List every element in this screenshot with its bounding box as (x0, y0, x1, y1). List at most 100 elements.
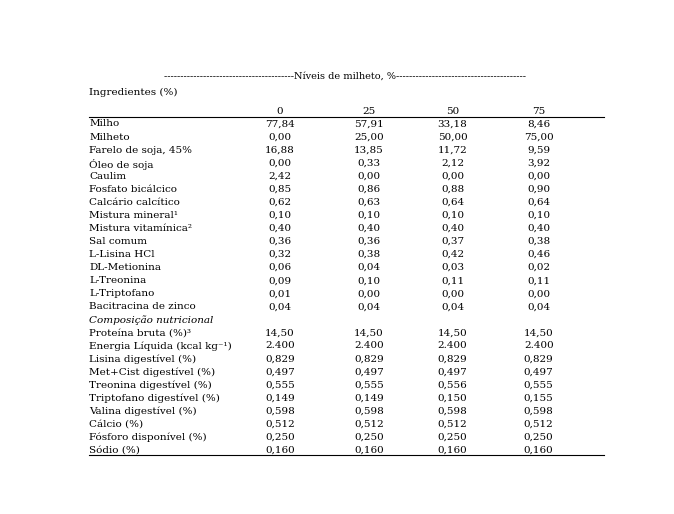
Text: 0,33: 0,33 (357, 159, 381, 168)
Text: Fósforo disponível (%): Fósforo disponível (%) (90, 433, 207, 443)
Text: 0,555: 0,555 (354, 381, 384, 390)
Text: 0,04: 0,04 (527, 302, 550, 311)
Text: 0,512: 0,512 (524, 420, 553, 429)
Text: 0,00: 0,00 (357, 289, 381, 298)
Text: 0,86: 0,86 (357, 185, 381, 194)
Text: 0,160: 0,160 (354, 446, 384, 455)
Text: Óleo de soja: Óleo de soja (90, 159, 154, 170)
Text: 0,62: 0,62 (268, 198, 292, 207)
Text: 0,512: 0,512 (437, 420, 467, 429)
Text: 2,42: 2,42 (268, 172, 292, 181)
Text: 0,555: 0,555 (266, 381, 295, 390)
Text: 0,38: 0,38 (357, 250, 381, 259)
Text: 0,160: 0,160 (524, 446, 553, 455)
Text: Ingredientes (%): Ingredientes (%) (90, 87, 178, 97)
Text: 13,85: 13,85 (354, 145, 384, 155)
Text: 0,829: 0,829 (354, 355, 384, 363)
Text: 0,497: 0,497 (266, 368, 295, 377)
Text: 2,12: 2,12 (441, 159, 464, 168)
Text: 0,598: 0,598 (524, 407, 553, 416)
Text: 0,149: 0,149 (266, 394, 295, 403)
Text: 0,598: 0,598 (437, 407, 467, 416)
Text: 14,50: 14,50 (354, 328, 384, 337)
Text: 2.400: 2.400 (266, 341, 295, 351)
Text: 2.400: 2.400 (354, 341, 384, 351)
Text: Bacitracina de zinco: Bacitracina de zinco (90, 302, 196, 311)
Text: 0,829: 0,829 (266, 355, 295, 363)
Text: 0,32: 0,32 (268, 250, 292, 259)
Text: Cálcio (%): Cálcio (%) (90, 420, 144, 429)
Text: ----------------------------------------Níveis de milheto, %--------------------: ----------------------------------------… (164, 71, 526, 81)
Text: 0,38: 0,38 (527, 237, 550, 246)
Text: 57,91: 57,91 (354, 119, 384, 128)
Text: 11,72: 11,72 (437, 145, 467, 155)
Text: 25,00: 25,00 (354, 133, 384, 141)
Text: 0,150: 0,150 (437, 394, 467, 403)
Text: 0,40: 0,40 (527, 224, 550, 233)
Text: Valina digestível (%): Valina digestível (%) (90, 407, 197, 416)
Text: 0,497: 0,497 (354, 368, 384, 377)
Text: DL-Metionina: DL-Metionina (90, 263, 162, 272)
Text: 0,06: 0,06 (268, 263, 292, 272)
Text: 0,04: 0,04 (357, 263, 381, 272)
Text: 0,10: 0,10 (527, 211, 550, 220)
Text: 0,160: 0,160 (437, 446, 467, 455)
Text: 0,00: 0,00 (441, 172, 464, 181)
Text: 0,250: 0,250 (437, 433, 467, 442)
Text: Proteína bruta (%)³: Proteína bruta (%)³ (90, 328, 191, 337)
Text: 0,598: 0,598 (354, 407, 384, 416)
Text: Energia Líquida (kcal kg⁻¹): Energia Líquida (kcal kg⁻¹) (90, 341, 233, 351)
Text: 0,497: 0,497 (437, 368, 467, 377)
Text: L-Treonina: L-Treonina (90, 276, 147, 285)
Text: 0,46: 0,46 (527, 250, 550, 259)
Text: 0,598: 0,598 (266, 407, 295, 416)
Text: 0,02: 0,02 (527, 263, 550, 272)
Text: Farelo de soja, 45%: Farelo de soja, 45% (90, 145, 193, 155)
Text: L-Lisina HCl: L-Lisina HCl (90, 250, 155, 259)
Text: 0,10: 0,10 (268, 211, 292, 220)
Text: 0,37: 0,37 (441, 237, 464, 246)
Text: 0,64: 0,64 (527, 198, 550, 207)
Text: 0,10: 0,10 (357, 211, 381, 220)
Text: 0,512: 0,512 (266, 420, 295, 429)
Text: 0,555: 0,555 (524, 381, 553, 390)
Text: Mistura vitamínica²: Mistura vitamínica² (90, 224, 193, 233)
Text: Caulim: Caulim (90, 172, 127, 181)
Text: 0,90: 0,90 (527, 185, 550, 194)
Text: 33,18: 33,18 (437, 119, 467, 128)
Text: 77,84: 77,84 (266, 119, 295, 128)
Text: Composição nutricional: Composição nutricional (90, 316, 214, 325)
Text: 0,556: 0,556 (437, 381, 467, 390)
Text: 0: 0 (277, 107, 284, 116)
Text: Triptofano digestível (%): Triptofano digestível (%) (90, 394, 220, 403)
Text: 3,92: 3,92 (527, 159, 550, 168)
Text: Milheto: Milheto (90, 133, 130, 141)
Text: Mistura mineral¹: Mistura mineral¹ (90, 211, 179, 220)
Text: 0,36: 0,36 (357, 237, 381, 246)
Text: 14,50: 14,50 (524, 328, 553, 337)
Text: Treonina digestível (%): Treonina digestível (%) (90, 381, 212, 390)
Text: 0,160: 0,160 (266, 446, 295, 455)
Text: 0,40: 0,40 (441, 224, 464, 233)
Text: 0,36: 0,36 (268, 237, 292, 246)
Text: 9,59: 9,59 (527, 145, 550, 155)
Text: 0,00: 0,00 (268, 133, 292, 141)
Text: 0,03: 0,03 (441, 263, 464, 272)
Text: 75,00: 75,00 (524, 133, 553, 141)
Text: 0,829: 0,829 (437, 355, 467, 363)
Text: 0,04: 0,04 (357, 302, 381, 311)
Text: 0,00: 0,00 (357, 172, 381, 181)
Text: 16,88: 16,88 (266, 145, 295, 155)
Text: 0,11: 0,11 (441, 276, 464, 285)
Text: 0,00: 0,00 (441, 289, 464, 298)
Text: 0,829: 0,829 (524, 355, 553, 363)
Text: 0,155: 0,155 (524, 394, 553, 403)
Text: 0,40: 0,40 (268, 224, 292, 233)
Text: Sal comum: Sal comum (90, 237, 148, 246)
Text: 0,00: 0,00 (268, 159, 292, 168)
Text: 0,09: 0,09 (268, 276, 292, 285)
Text: 0,10: 0,10 (441, 211, 464, 220)
Text: 0,497: 0,497 (524, 368, 553, 377)
Text: 0,64: 0,64 (441, 198, 464, 207)
Text: Met+Cist digestível (%): Met+Cist digestível (%) (90, 368, 216, 377)
